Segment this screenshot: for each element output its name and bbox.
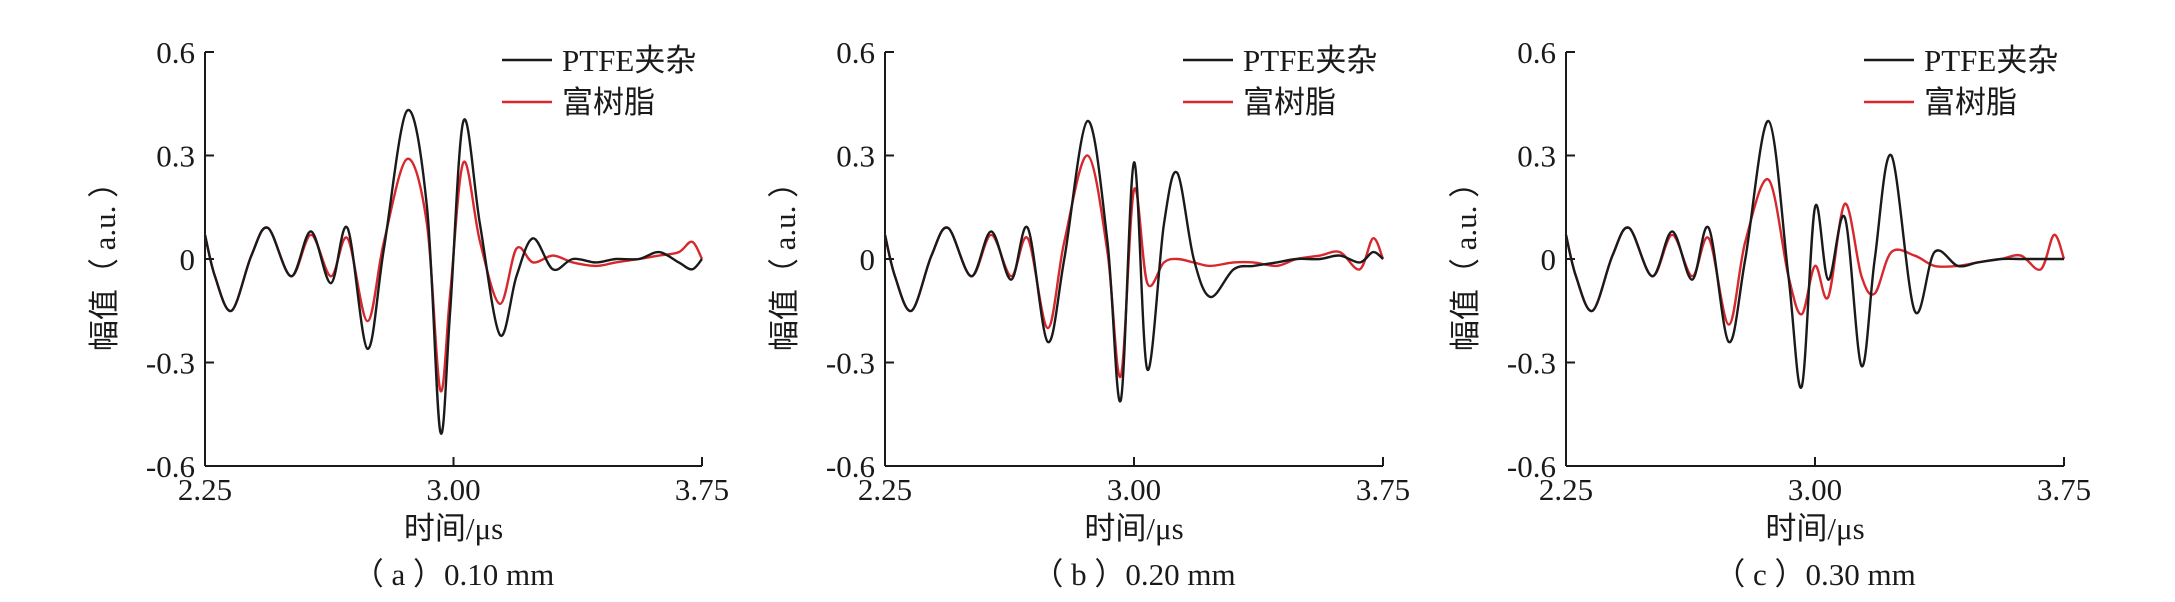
x-tick-label: 3.75 — [675, 472, 729, 507]
y-axis-label: 幅值（ a.u. ） — [87, 167, 122, 351]
y-tick-label: -0.3 — [826, 346, 875, 381]
y-tick-label: 0.6 — [836, 35, 875, 70]
x-axis-label: 时间/μs — [1765, 511, 1864, 546]
series-line-ptfe — [1564, 119, 2064, 389]
legend-label: 富树脂 — [1924, 85, 2017, 120]
y-tick-label: -0.3 — [1507, 346, 1556, 381]
legend-label: PTFE夹杂 — [562, 43, 696, 78]
y-tick-label: 0.6 — [1517, 35, 1556, 70]
y-tick-label: 0 — [860, 242, 876, 277]
panel-c: 0.6 0.3 0 -0.3 -0.62.25 3.00 3.75 时间/μs 幅值（ a.u.… — [1448, 35, 2091, 592]
legend-label: PTFE夹杂 — [1924, 43, 2058, 78]
panel-caption: （ b ）0.20 mm — [1032, 557, 1235, 592]
x-tick-label: 3.75 — [1356, 472, 1410, 507]
y-axis-label: 幅值（ a.u. ） — [1448, 167, 1483, 351]
panel-a: 0.6 0.3 0 -0.3 -0.62.25 3.00 3.75 时间/μs 幅值（ a.u.… — [87, 35, 729, 592]
y-tick-label: 0.3 — [1517, 139, 1556, 174]
series-line-ptfe — [203, 108, 703, 435]
y-tick-label: 0 — [1541, 242, 1557, 277]
y-tick-label: 0.3 — [156, 139, 195, 174]
x-axis-label: 时间/μs — [404, 511, 503, 546]
y-tick-label: -0.6 — [146, 449, 195, 484]
x-tick-label: 3.00 — [1788, 472, 1842, 507]
panel-caption: （ c ）0.30 mm — [1714, 557, 1916, 592]
y-tick-label: -0.6 — [826, 449, 875, 484]
y-tick-label: 0 — [180, 242, 196, 277]
legend-label: 富树脂 — [1243, 85, 1336, 120]
y-tick-label: -0.3 — [146, 346, 195, 381]
panel-b: 0.6 0.3 0 -0.3 -0.62.25 3.00 3.75 时间/μs 幅值（ a.u.… — [767, 35, 1410, 592]
x-tick-label: 2.25 — [178, 472, 232, 507]
x-tick-label: 3.00 — [1107, 472, 1161, 507]
x-tick-label: 2.25 — [858, 472, 912, 507]
y-tick-label: 0.6 — [156, 35, 195, 70]
panel-caption: （ a ）0.10 mm — [353, 557, 555, 592]
legend-label: 富树脂 — [562, 85, 655, 120]
series-line-ptfe — [883, 119, 1384, 403]
y-axis-label: 幅值（ a.u. ） — [767, 167, 802, 351]
series-line-resin — [883, 154, 1385, 379]
x-axis-label: 时间/μs — [1084, 511, 1183, 546]
x-tick-label: 3.00 — [426, 472, 480, 507]
x-tick-label: 2.25 — [1539, 472, 1593, 507]
legend-label: PTFE夹杂 — [1243, 43, 1377, 78]
y-tick-label: -0.6 — [1507, 449, 1556, 484]
y-tick-label: 0.3 — [836, 139, 875, 174]
x-tick-label: 3.75 — [2037, 472, 2091, 507]
